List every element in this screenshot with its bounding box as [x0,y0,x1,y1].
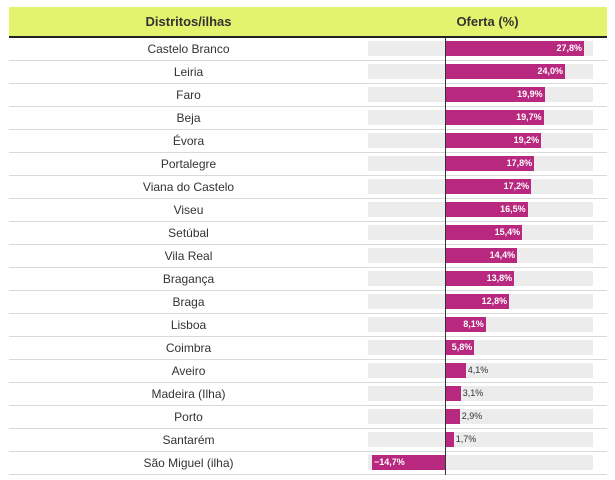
row-label: Portalegre [160,157,217,171]
bar-value-label: 2,9% [461,411,483,421]
bar-value-label: −14,7% [373,457,405,467]
bar-value-label: 19,7% [516,112,542,122]
bar [445,363,466,378]
table-row: Braga 12,8% [9,291,607,314]
table-row: Lisboa 8,1% [9,314,607,337]
table-row: Madeira (Ilha) 3,1% [9,383,607,406]
bar [445,386,461,401]
bar-track [368,386,593,401]
bar-value-label: 17,2% [503,181,530,191]
bar-track [368,340,593,355]
table-row: Bragança 13,8% [9,268,607,291]
bar-value-label: 17,8% [506,158,533,168]
bar-track [368,432,593,447]
row-label: Madeira (Ilha) [151,387,226,401]
table-row: Viseu 16,5% [9,199,607,222]
row-label: Aveiro [171,364,206,378]
row-label: Setúbal [168,226,209,240]
bar-value-label: 12,8% [481,296,508,306]
row-label: Santarém [162,433,215,447]
bar-value-label: 27,8% [556,43,583,53]
table-row: Faro 19,9% [9,84,607,107]
row-label: Bragança [162,272,215,286]
bar [445,41,585,56]
bar-value-label: 24,0% [537,66,564,76]
bar [445,64,566,79]
table-row: Évora 19,2% [9,130,607,153]
bar-value-label: 1,7% [455,434,477,444]
bar-value-label: 4,1% [467,365,489,375]
row-label: Vila Real [164,249,213,263]
bar [445,248,518,263]
row-label: Coimbra [165,341,212,355]
bar [445,409,460,424]
table-row: São Miguel (ilha) −14,7% [9,452,607,475]
bar-value-label: 16,5% [500,204,526,214]
bar [445,110,544,125]
bar-value-label: 13,8% [486,273,513,283]
zero-axis-line [445,38,447,475]
bar-track [368,409,593,424]
bar [445,133,542,148]
bar-value-label: 8,1% [463,319,484,329]
table-row: Castelo Branco 27,8% [9,38,607,61]
bar-value-label: 15,4% [494,227,521,237]
table-row: Viana do Castelo 17,2% [9,176,607,199]
bar [445,317,486,332]
bar [371,455,446,470]
bar [445,87,545,102]
bar [445,225,523,240]
row-label: Leiria [173,65,204,79]
table-row: Vila Real 14,4% [9,245,607,268]
bar-track [368,363,593,378]
row-label: Castelo Branco [147,42,230,56]
table-row: Coimbra 5,8% [9,337,607,360]
bar [445,179,532,194]
row-label: Porto [174,410,203,424]
bar-value-label: 19,2% [513,135,540,145]
row-label: Évora [172,134,205,148]
table-row: Beja 19,7% [9,107,607,130]
bar-value-label: 19,9% [517,89,543,99]
table-body: Castelo Branco 27,8% Leiria 24,0% Faro 19,9% B… [9,38,607,475]
bar-value-label: 5,8% [451,342,473,352]
row-label: Faro [176,88,201,102]
row-label: São Miguel (ilha) [143,456,234,470]
row-label: Lisboa [170,318,207,332]
data-table: Distritos/ilhas Oferta (%) Castelo Branc… [9,7,607,475]
bar [445,432,454,447]
bar [445,202,528,217]
table-row: Setúbal 15,4% [9,222,607,245]
table-row: Aveiro 4,1% [9,360,607,383]
table-row: Leiria 24,0% [9,61,607,84]
column-header-offer: Oferta (%) [456,14,519,29]
bar-value-label: 14,4% [489,250,516,260]
table-row: Portalegre 17,8% [9,153,607,176]
table-header: Distritos/ilhas Oferta (%) [9,7,607,38]
bar [445,156,535,171]
table-row: Santarém 1,7% [9,429,607,452]
table-row: Porto 2,9% [9,406,607,429]
bar [445,294,510,309]
row-label: Beja [176,111,201,125]
bar [445,340,475,355]
row-label: Viana do Castelo [142,180,235,194]
row-label: Braga [172,295,205,309]
column-header-district: Distritos/ilhas [145,14,232,29]
bar-value-label: 3,1% [462,388,484,398]
bar [445,271,515,286]
row-label: Viseu [173,203,204,217]
